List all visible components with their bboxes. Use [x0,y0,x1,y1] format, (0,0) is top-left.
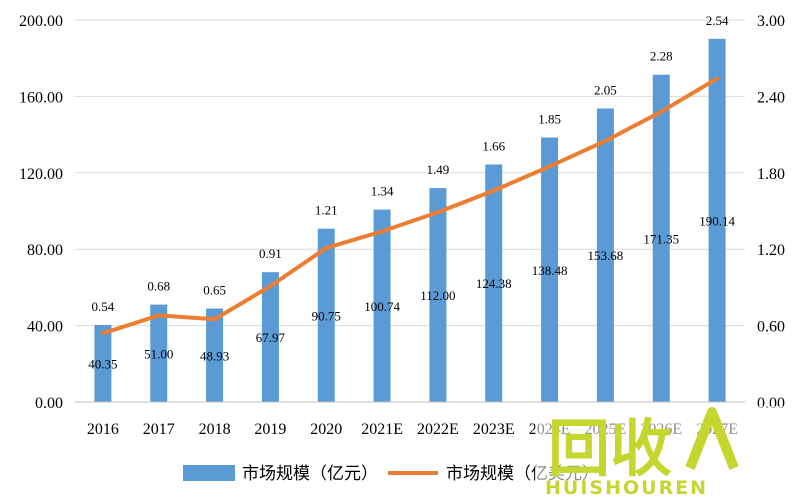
bar-value-label: 48.93 [200,348,229,363]
bar-series [94,38,726,403]
bar-value-label: 190.14 [699,213,735,228]
line-value-label: 2.28 [650,49,673,64]
bar-value-label: 67.97 [256,330,286,345]
y-right-tick-label: 2.40 [757,89,785,106]
y-left-tick-label: 160.00 [19,89,63,106]
y-left-tick-label: 200.00 [19,13,63,30]
line-value-label: 1.34 [371,184,394,199]
x-tick-label: 2018 [199,421,231,438]
x-tick-label: 2023E [473,421,515,438]
bar-value-label: 51.00 [144,346,173,361]
line-value-label: 2.54 [706,13,729,28]
x-tick-label: 2021E [361,421,403,438]
line-value-label: 0.91 [259,246,282,261]
bar-value-label: 90.75 [312,308,341,323]
bar [206,308,224,402]
y-left-tick-label: 120.00 [19,166,63,183]
bar-value-label: 40.35 [88,356,117,371]
x-tick-label: 2016 [87,421,119,438]
bar [429,188,447,402]
bar-value-label: 153.68 [588,248,624,263]
bar [485,164,503,402]
line-series [100,76,720,336]
legend-label-bar: 市场规模（亿元） [242,464,378,484]
y-left-tick-label: 80.00 [27,242,63,259]
x-tick-label: 2017 [143,421,175,438]
x-tick-label: 2020 [310,421,342,438]
bar [596,108,614,403]
bar-value-label: 112.00 [420,288,455,303]
x-tick-label: 2022E [417,421,459,438]
bar-value-label: 138.48 [532,263,568,278]
line-value-label: 0.54 [92,299,115,314]
line-value-label: 1.66 [482,138,505,153]
y-right-tick-label: 1.80 [757,166,785,183]
bar-value-label: 124.38 [476,276,512,291]
gridlines [75,19,745,327]
y-left-tick-label: 0.00 [35,395,63,412]
y-right-tick-label: 1.20 [757,242,785,259]
legend-swatch-bar [183,465,235,481]
bar [708,38,726,402]
y-right-tick-label: 0.60 [757,319,785,336]
watermark-mark-icon [685,407,739,470]
watermark-backdrop [535,406,785,498]
line-value-label: 0.65 [203,283,226,298]
bar [261,272,279,402]
bar [652,74,670,402]
y-left-tick-label: 40.00 [27,319,63,336]
line-value-label: 1.21 [315,203,338,218]
bar [317,228,335,402]
line-value-label: 0.68 [147,279,170,294]
y-right-tick-label: 3.00 [757,13,785,30]
bar-value-label: 100.74 [364,299,400,314]
watermark-text-cn: 回收 [548,412,672,485]
bar [541,137,559,402]
bar [373,209,391,402]
line-value-label: 1.85 [538,112,561,127]
x-tick-label: 2019 [254,421,286,438]
line-path [100,76,720,336]
data-labels: 40.35 51.00 48.93 67.97 90.75 100.74 112.00 124… [88,13,735,372]
bar-value-label: 171.35 [643,231,679,246]
bar [94,324,112,402]
bar [150,304,168,402]
line-value-label: 1.49 [427,162,450,177]
line-value-label: 2.05 [594,82,617,97]
watermark-text-en: HUISHOUREN [545,477,708,499]
